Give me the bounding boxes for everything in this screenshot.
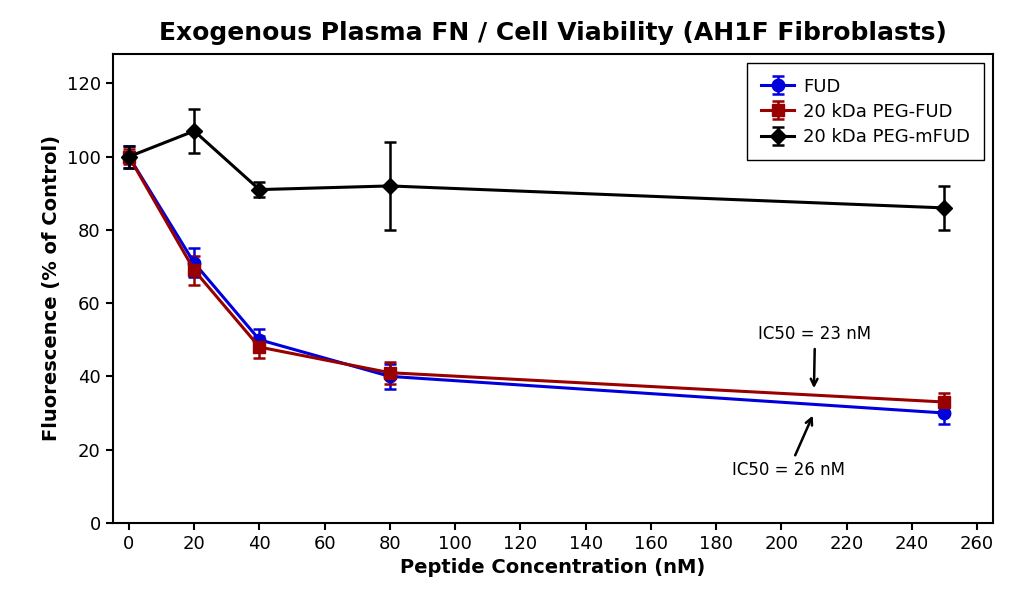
Legend: FUD, 20 kDa PEG-FUD, 20 kDa PEG-mFUD: FUD, 20 kDa PEG-FUD, 20 kDa PEG-mFUD	[746, 63, 984, 160]
Title: Exogenous Plasma FN / Cell Viability (AH1F Fibroblasts): Exogenous Plasma FN / Cell Viability (AH…	[159, 21, 947, 45]
Text: IC50 = 23 nM: IC50 = 23 nM	[759, 325, 871, 385]
X-axis label: Peptide Concentration (nM): Peptide Concentration (nM)	[400, 558, 706, 577]
Text: IC50 = 26 nM: IC50 = 26 nM	[732, 418, 846, 478]
Y-axis label: Fluorescence (% of Control): Fluorescence (% of Control)	[42, 135, 61, 442]
